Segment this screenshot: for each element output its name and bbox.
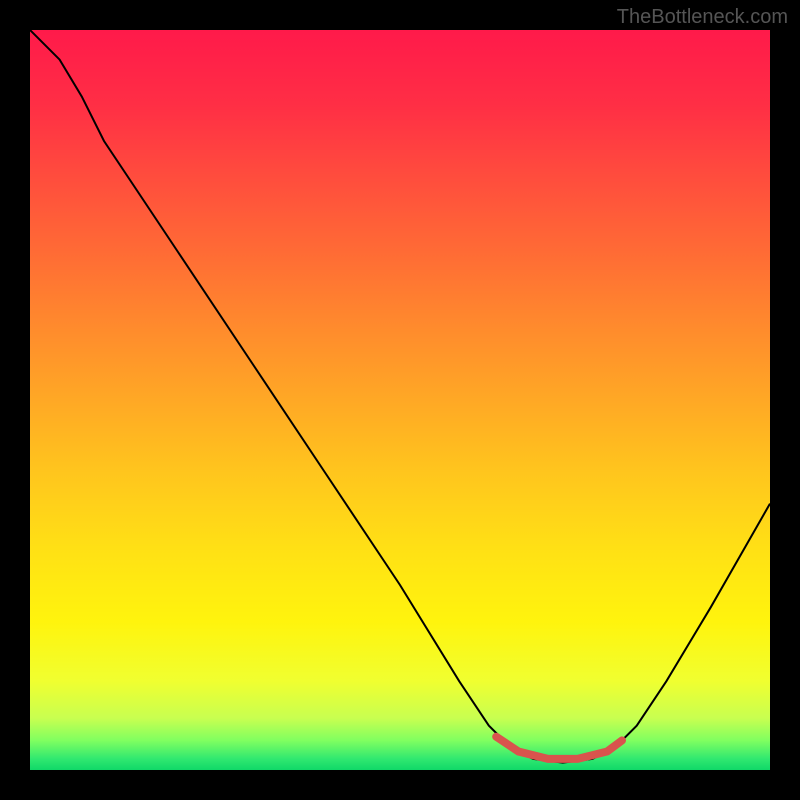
bottleneck-chart: [30, 30, 770, 770]
chart-background: [30, 30, 770, 770]
watermark-text: TheBottleneck.com: [617, 6, 788, 29]
chart-svg: [30, 30, 770, 770]
